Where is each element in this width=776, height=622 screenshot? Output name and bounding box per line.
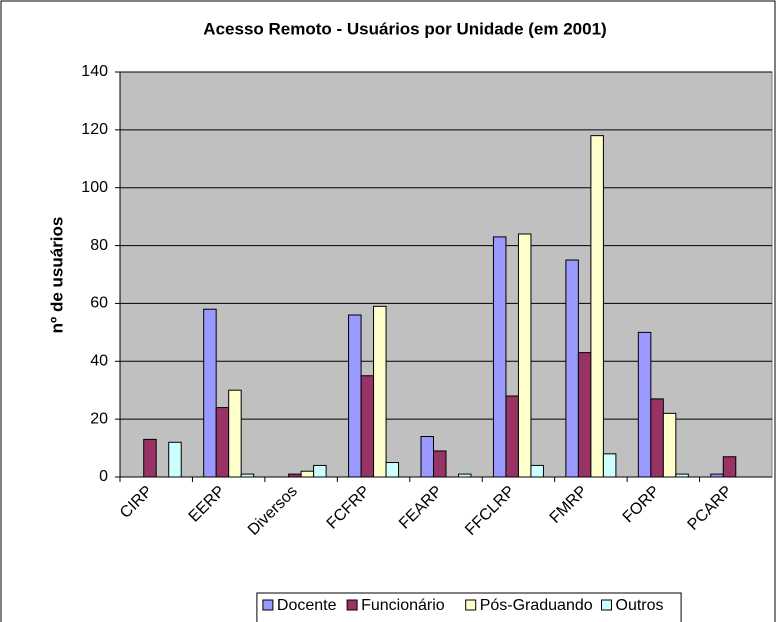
bar (143, 438, 157, 478)
y-tick-label: 0 (99, 468, 108, 485)
bar (348, 314, 362, 478)
chart-title: Acesso Remoto - Usuários por Unidade (em… (203, 19, 606, 38)
bar (662, 412, 677, 478)
bar (203, 308, 217, 478)
bar (385, 462, 400, 478)
bar (517, 233, 532, 478)
bar (458, 473, 472, 478)
y-tick-label: 140 (81, 63, 108, 80)
bar (168, 441, 182, 478)
bar (288, 473, 302, 478)
bar (228, 389, 242, 478)
legend-label: Docente (277, 597, 337, 614)
bar (530, 464, 544, 478)
y-tick-label: 20 (90, 410, 108, 427)
bar (577, 352, 592, 478)
y-tick-label: 120 (81, 121, 108, 138)
y-tick-label: 60 (90, 295, 108, 312)
legend-label: Funcionário (361, 597, 445, 614)
bar (590, 135, 604, 478)
bar (215, 407, 230, 478)
legend-swatch (465, 599, 477, 611)
legend-swatch (262, 599, 274, 611)
legend-swatch (601, 599, 612, 611)
bar (602, 453, 617, 478)
bar (565, 259, 579, 478)
bar (675, 473, 689, 478)
legend-label: Pós-Graduando (480, 597, 593, 614)
bar (637, 331, 652, 478)
bar (300, 470, 315, 478)
bar (722, 456, 737, 478)
bar (710, 473, 724, 478)
legend-swatch (346, 599, 358, 611)
bar (492, 236, 507, 478)
bar (313, 464, 327, 478)
bar (420, 436, 434, 478)
bar (505, 395, 519, 478)
bar (373, 305, 387, 478)
y-axis-label: nº de usuários (47, 217, 66, 334)
y-tick-label: 40 (90, 353, 108, 370)
y-tick-label: 80 (90, 237, 108, 254)
bar (240, 473, 255, 478)
bar (433, 450, 447, 478)
legend-label: Outros (616, 597, 664, 614)
bar (360, 375, 375, 478)
y-tick-label: 100 (81, 179, 108, 196)
bar (650, 398, 664, 478)
